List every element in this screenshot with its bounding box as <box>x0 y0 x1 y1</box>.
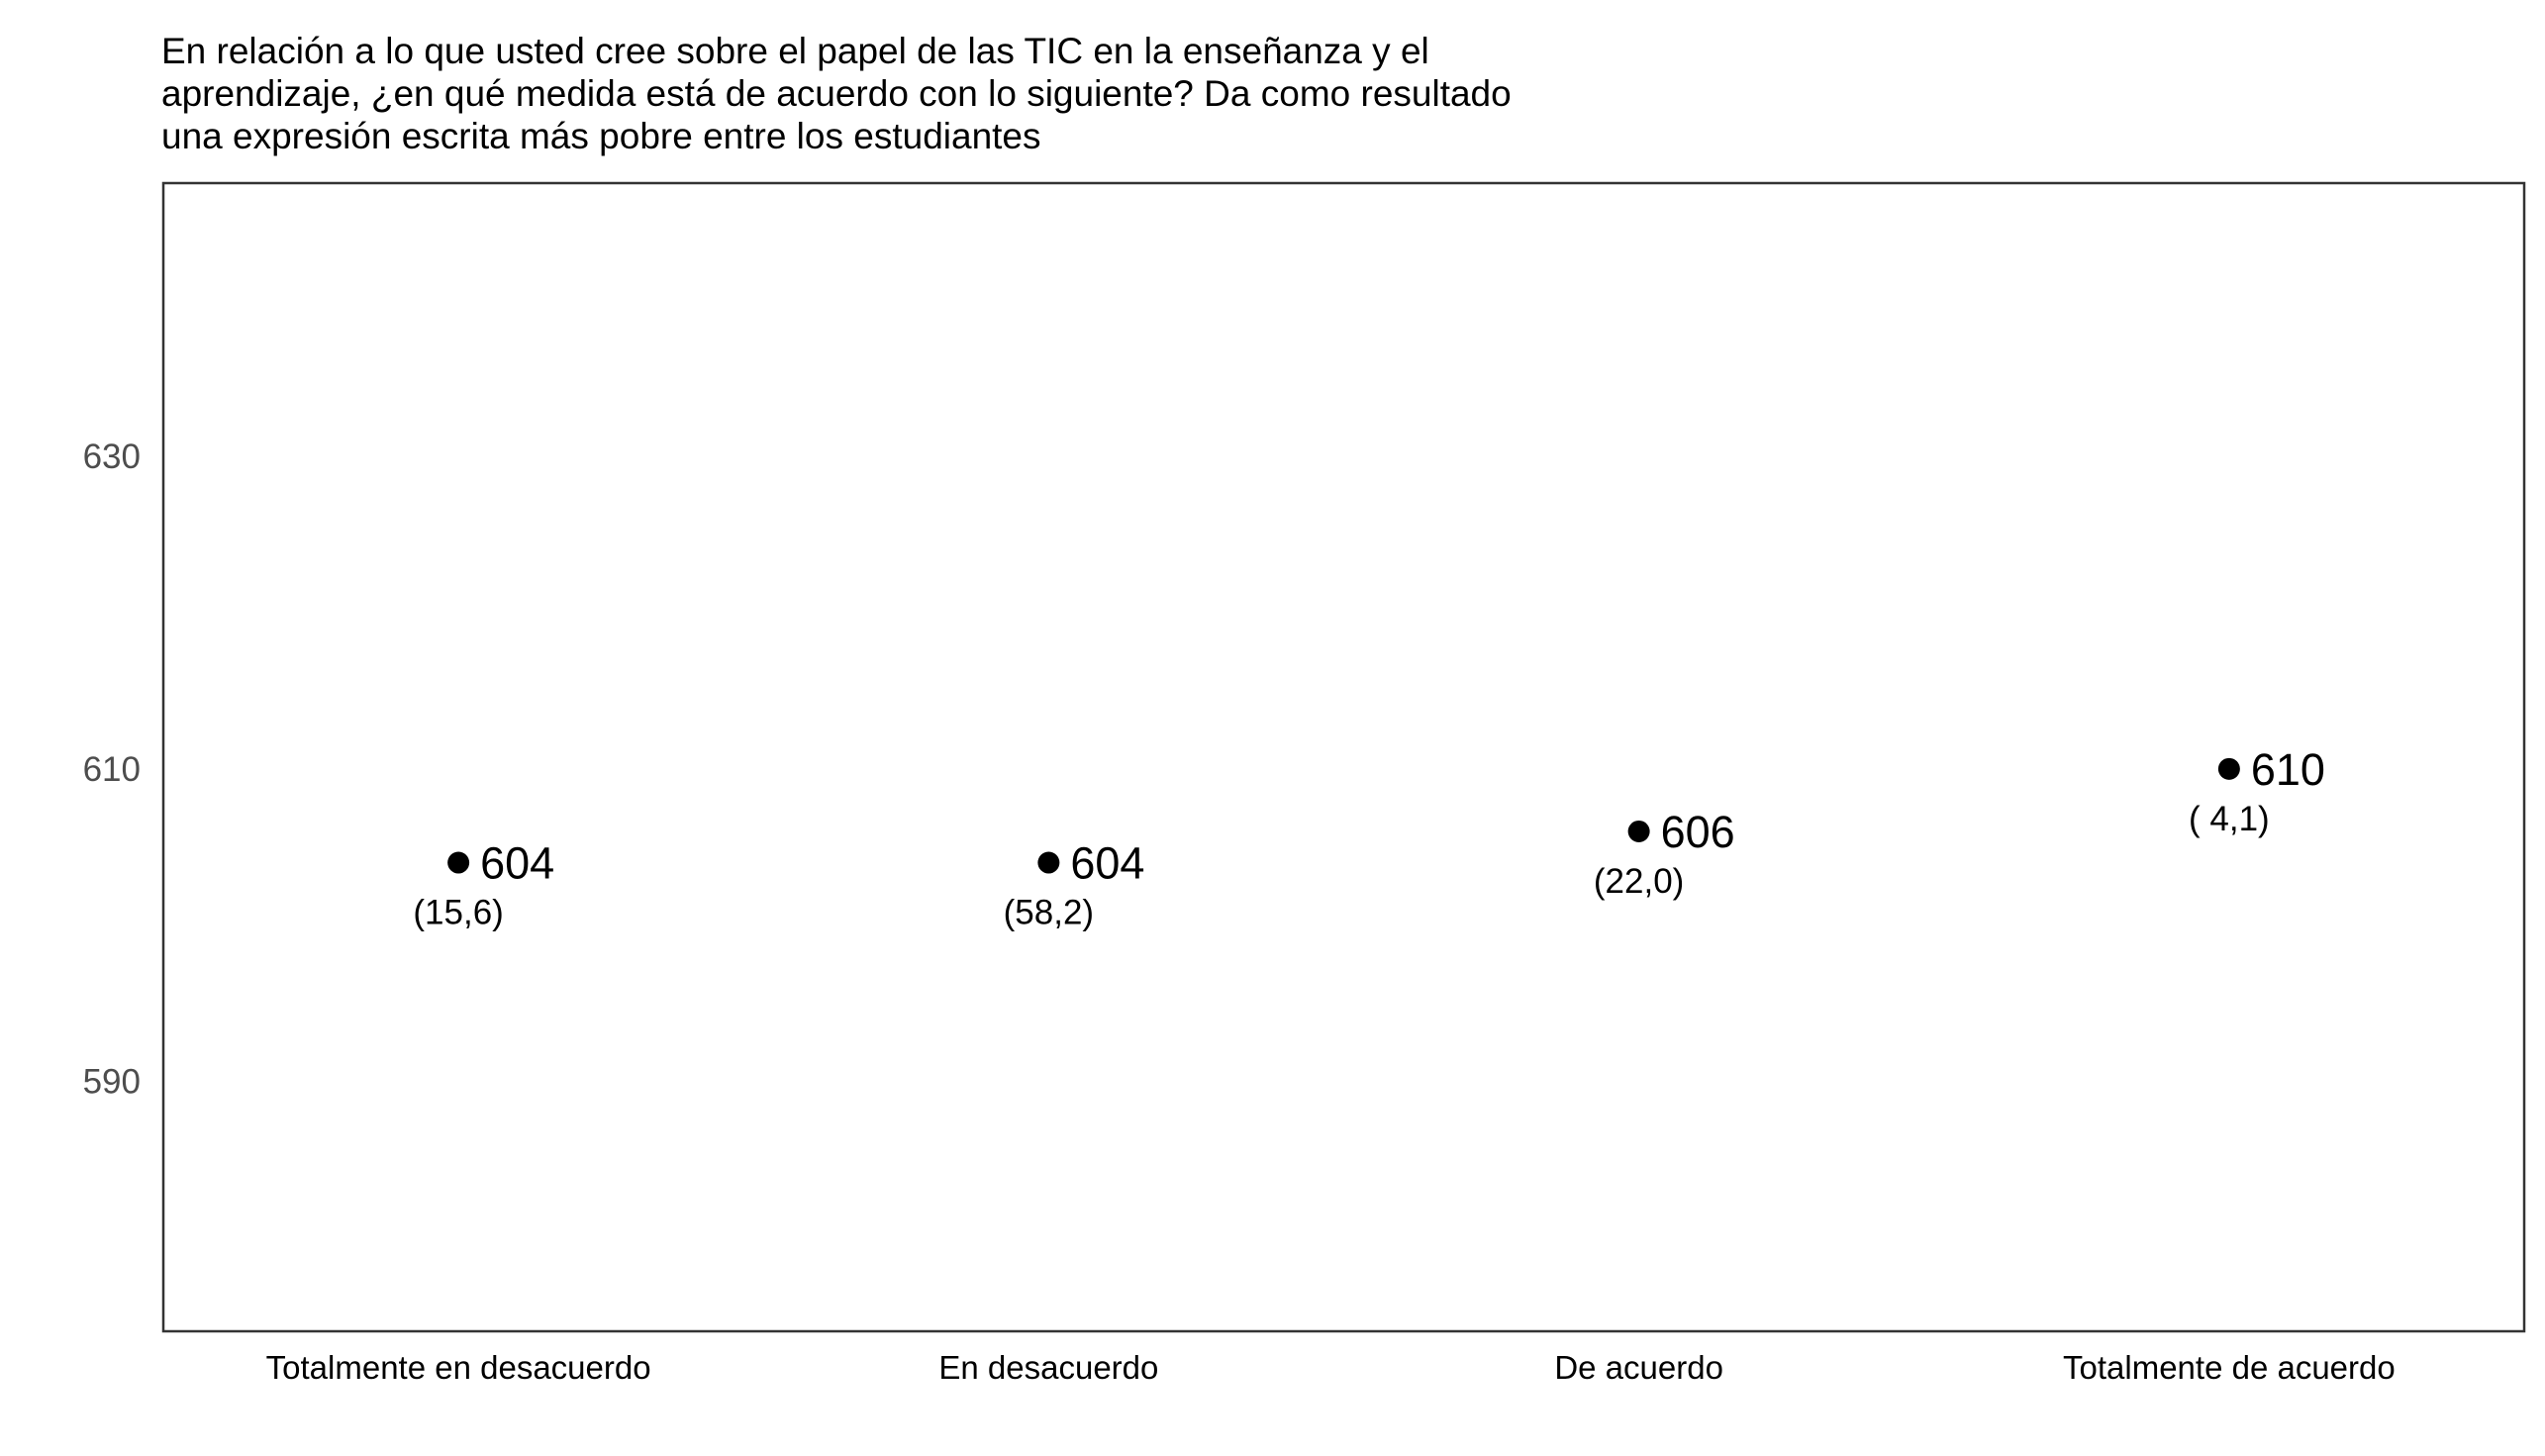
x-tick-label: En desacuerdo <box>938 1349 1158 1386</box>
x-tick-label: Totalmente de acuerdo <box>2063 1349 2396 1386</box>
chart-title-line-2: aprendizaje, ¿en qué medida está de acue… <box>161 73 1512 114</box>
x-tick-label: De acuerdo <box>1554 1349 1723 1386</box>
standard-error-label: ( 4,1) <box>2189 800 2270 838</box>
data-value-label: 604 <box>480 838 554 889</box>
x-tick-label: Totalmente en desacuerdo <box>266 1349 651 1386</box>
chart-title-line-1: En relación a lo que usted cree sobre el… <box>161 31 1429 71</box>
data-value-label: 604 <box>1070 838 1144 889</box>
data-point <box>447 851 470 874</box>
y-tick-label: 610 <box>83 750 141 789</box>
plot-frame <box>161 181 2526 1333</box>
chart-title-line-3: una expresión escrita más pobre entre lo… <box>161 116 1041 156</box>
chart-title: En relación a lo que usted cree sobre el… <box>161 30 1844 157</box>
data-point <box>1037 851 1060 874</box>
data-point <box>1627 820 1650 842</box>
y-tick-label: 630 <box>83 437 141 476</box>
standard-error-label: (58,2) <box>1004 894 1094 932</box>
standard-error-label: (22,0) <box>1594 862 1684 901</box>
y-tick-label: 590 <box>83 1062 141 1101</box>
plot-layer: 590 610 630 Totalmente en desacuerdo En desa… <box>83 181 2526 1386</box>
standard-error-label: (15,6) <box>413 894 503 932</box>
data-value-label: 606 <box>1661 807 1735 857</box>
data-value-label: 610 <box>2251 744 2325 795</box>
data-point <box>2217 757 2240 780</box>
